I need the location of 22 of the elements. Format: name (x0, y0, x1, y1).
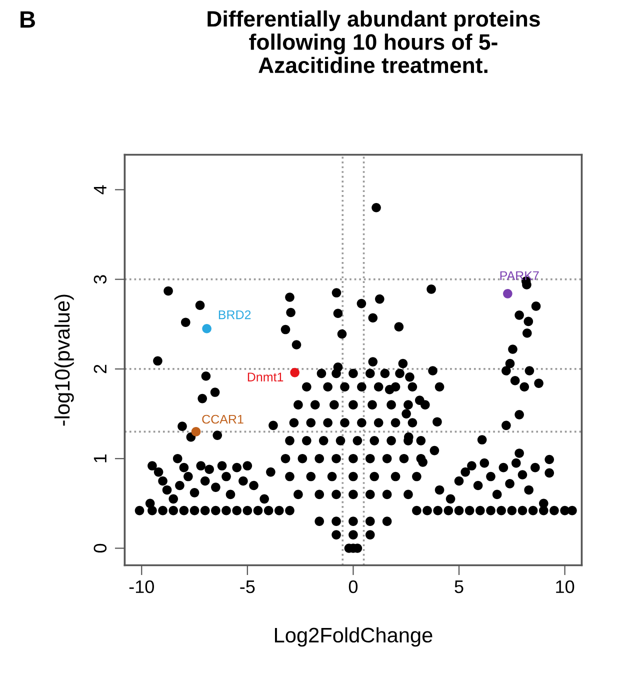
x-tick-label: 0 (348, 580, 358, 594)
y-tick-label: 2 (94, 364, 106, 374)
series-label: CCAR1 (202, 414, 244, 424)
x-tick-label: 10 (556, 580, 574, 594)
y-tick-label: 4 (94, 185, 106, 194)
chart-title: Differentially abundant proteins following 10 hours of 5- Azacitidine treatment. (208, 10, 540, 74)
y-axis-title: -log10(pvalue) (54, 294, 74, 426)
point (202, 324, 212, 334)
y-tick-label: 1 (94, 454, 106, 462)
x-tick-label: 5 (454, 580, 464, 594)
y-tick-label: 3 (94, 275, 107, 284)
x-tick-label: -5 (240, 580, 255, 594)
y-tick-label: 0 (94, 544, 107, 553)
series-label: PARK7 (500, 271, 539, 280)
point (503, 289, 512, 298)
series-label: Dnmt1 (248, 372, 284, 382)
point (290, 368, 300, 378)
x-tick-label: -10 (129, 580, 154, 594)
point (191, 427, 201, 436)
x-axis-title: Log2FoldChange (275, 627, 432, 647)
text: B (20, 11, 35, 28)
series-label: BRD2 (218, 310, 251, 320)
